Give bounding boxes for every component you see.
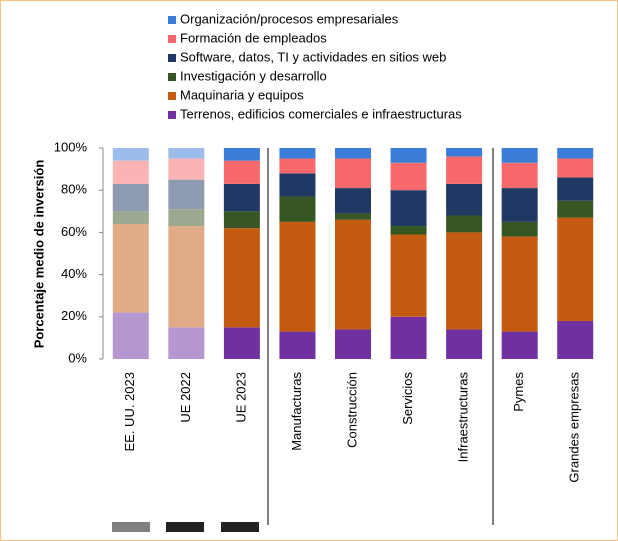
bar-segment xyxy=(279,158,316,174)
bar-segment xyxy=(112,183,149,212)
bar-segment xyxy=(168,158,205,180)
bar-segment xyxy=(390,162,427,191)
bar-segment xyxy=(112,160,149,184)
legend-label: Terrenos, edificios comerciales e infrae… xyxy=(180,106,462,121)
bar-segment xyxy=(335,148,371,159)
bar-segment xyxy=(390,190,427,227)
legend-label: Formación de empleados xyxy=(180,30,327,45)
bar-stack xyxy=(557,148,594,359)
legend-swatch xyxy=(168,111,176,119)
bar-segment xyxy=(279,221,316,332)
y-tick-label: 20% xyxy=(61,308,87,323)
x-tick-label: Pymes xyxy=(511,372,526,412)
bar-segment xyxy=(335,188,371,214)
bar-segment xyxy=(223,327,260,359)
bar-segment xyxy=(335,219,371,330)
bar-segment xyxy=(501,221,538,237)
bar-segment xyxy=(335,329,371,359)
bar-segment xyxy=(446,232,483,330)
legend-label: Software, datos, TI y actividades en sit… xyxy=(180,49,446,64)
bar-segment xyxy=(446,148,483,157)
y-tick-label: 40% xyxy=(61,266,87,281)
legend-swatch xyxy=(168,73,176,81)
x-tick-label: UE 2022 xyxy=(178,372,193,423)
y-tick-label: 60% xyxy=(61,224,87,239)
bar-segment xyxy=(168,209,205,227)
bar-segment xyxy=(335,158,371,189)
x-tick-label: Grandes empresas xyxy=(567,372,582,483)
bar-segment xyxy=(168,327,205,359)
bar-stack xyxy=(168,148,205,359)
bar-segment xyxy=(279,173,316,197)
group-marker xyxy=(166,522,204,532)
x-tick-label: Manufacturas xyxy=(289,372,304,451)
bar-segment xyxy=(501,188,538,222)
legend-label: Organización/procesos empresariales xyxy=(180,11,399,26)
bar-segment xyxy=(279,196,316,222)
y-tick-label: 80% xyxy=(61,182,87,197)
group-marker xyxy=(221,522,259,532)
legend-swatch xyxy=(168,35,176,43)
group-marker xyxy=(112,522,150,532)
x-tick-label: Construcción xyxy=(344,372,359,448)
legend-swatch xyxy=(168,16,176,24)
bar-segment xyxy=(446,329,483,359)
bar-segment xyxy=(223,211,260,229)
x-tick-label: UE 2023 xyxy=(233,372,248,423)
bar-segment xyxy=(557,177,594,201)
bar-stack xyxy=(335,148,371,359)
legend-label: Investigación y desarrollo xyxy=(180,68,327,83)
bar-segment xyxy=(279,148,316,159)
bar-segment xyxy=(501,162,538,189)
bar-segment xyxy=(112,148,149,161)
bar-segment xyxy=(557,148,594,159)
bar-segment xyxy=(557,158,594,178)
legend-swatch xyxy=(168,54,176,62)
bar-segment xyxy=(223,228,260,328)
bar-segment xyxy=(112,312,149,359)
y-tick-label: 100% xyxy=(54,139,88,154)
bar-segment xyxy=(501,148,538,163)
bar-segment xyxy=(112,223,149,313)
bar-stack xyxy=(446,148,483,359)
bar-segment xyxy=(168,179,205,210)
bar-stack xyxy=(112,148,149,359)
bar-segment xyxy=(557,217,594,322)
bar-segment xyxy=(446,215,483,233)
bar-segment xyxy=(112,211,149,224)
y-tick-label: 0% xyxy=(68,350,87,365)
bar-segment xyxy=(501,331,538,359)
bar-stack xyxy=(223,148,260,359)
x-tick-label: Infraestructuras xyxy=(456,372,471,463)
bar-stack xyxy=(501,148,538,359)
bar-segment xyxy=(446,183,483,216)
bar-segment xyxy=(168,226,205,328)
legend-label: Maquinaria y equipos xyxy=(180,87,304,102)
bar-segment xyxy=(390,148,427,163)
bar-segment xyxy=(390,316,427,359)
x-tick-label: EE. UU. 2023 xyxy=(122,372,137,452)
bar-segment xyxy=(335,213,371,220)
bar-segment xyxy=(446,156,483,184)
x-tick-label: Servicios xyxy=(400,372,415,425)
y-axis-label: Porcentaje medio de inversión xyxy=(31,160,46,349)
legend-swatch xyxy=(168,92,176,100)
bar-segment xyxy=(557,200,594,218)
bar-stack xyxy=(390,148,427,359)
bar-segment xyxy=(390,226,427,235)
bar-segment xyxy=(390,234,427,317)
bar-segment xyxy=(168,148,205,159)
bar-segment xyxy=(557,321,594,359)
bar-segment xyxy=(223,160,260,184)
bar-segment xyxy=(223,183,260,212)
bar-stack xyxy=(279,148,316,359)
bar-segment xyxy=(279,331,316,359)
bar-segment xyxy=(223,148,260,161)
bar-segment xyxy=(501,236,538,332)
